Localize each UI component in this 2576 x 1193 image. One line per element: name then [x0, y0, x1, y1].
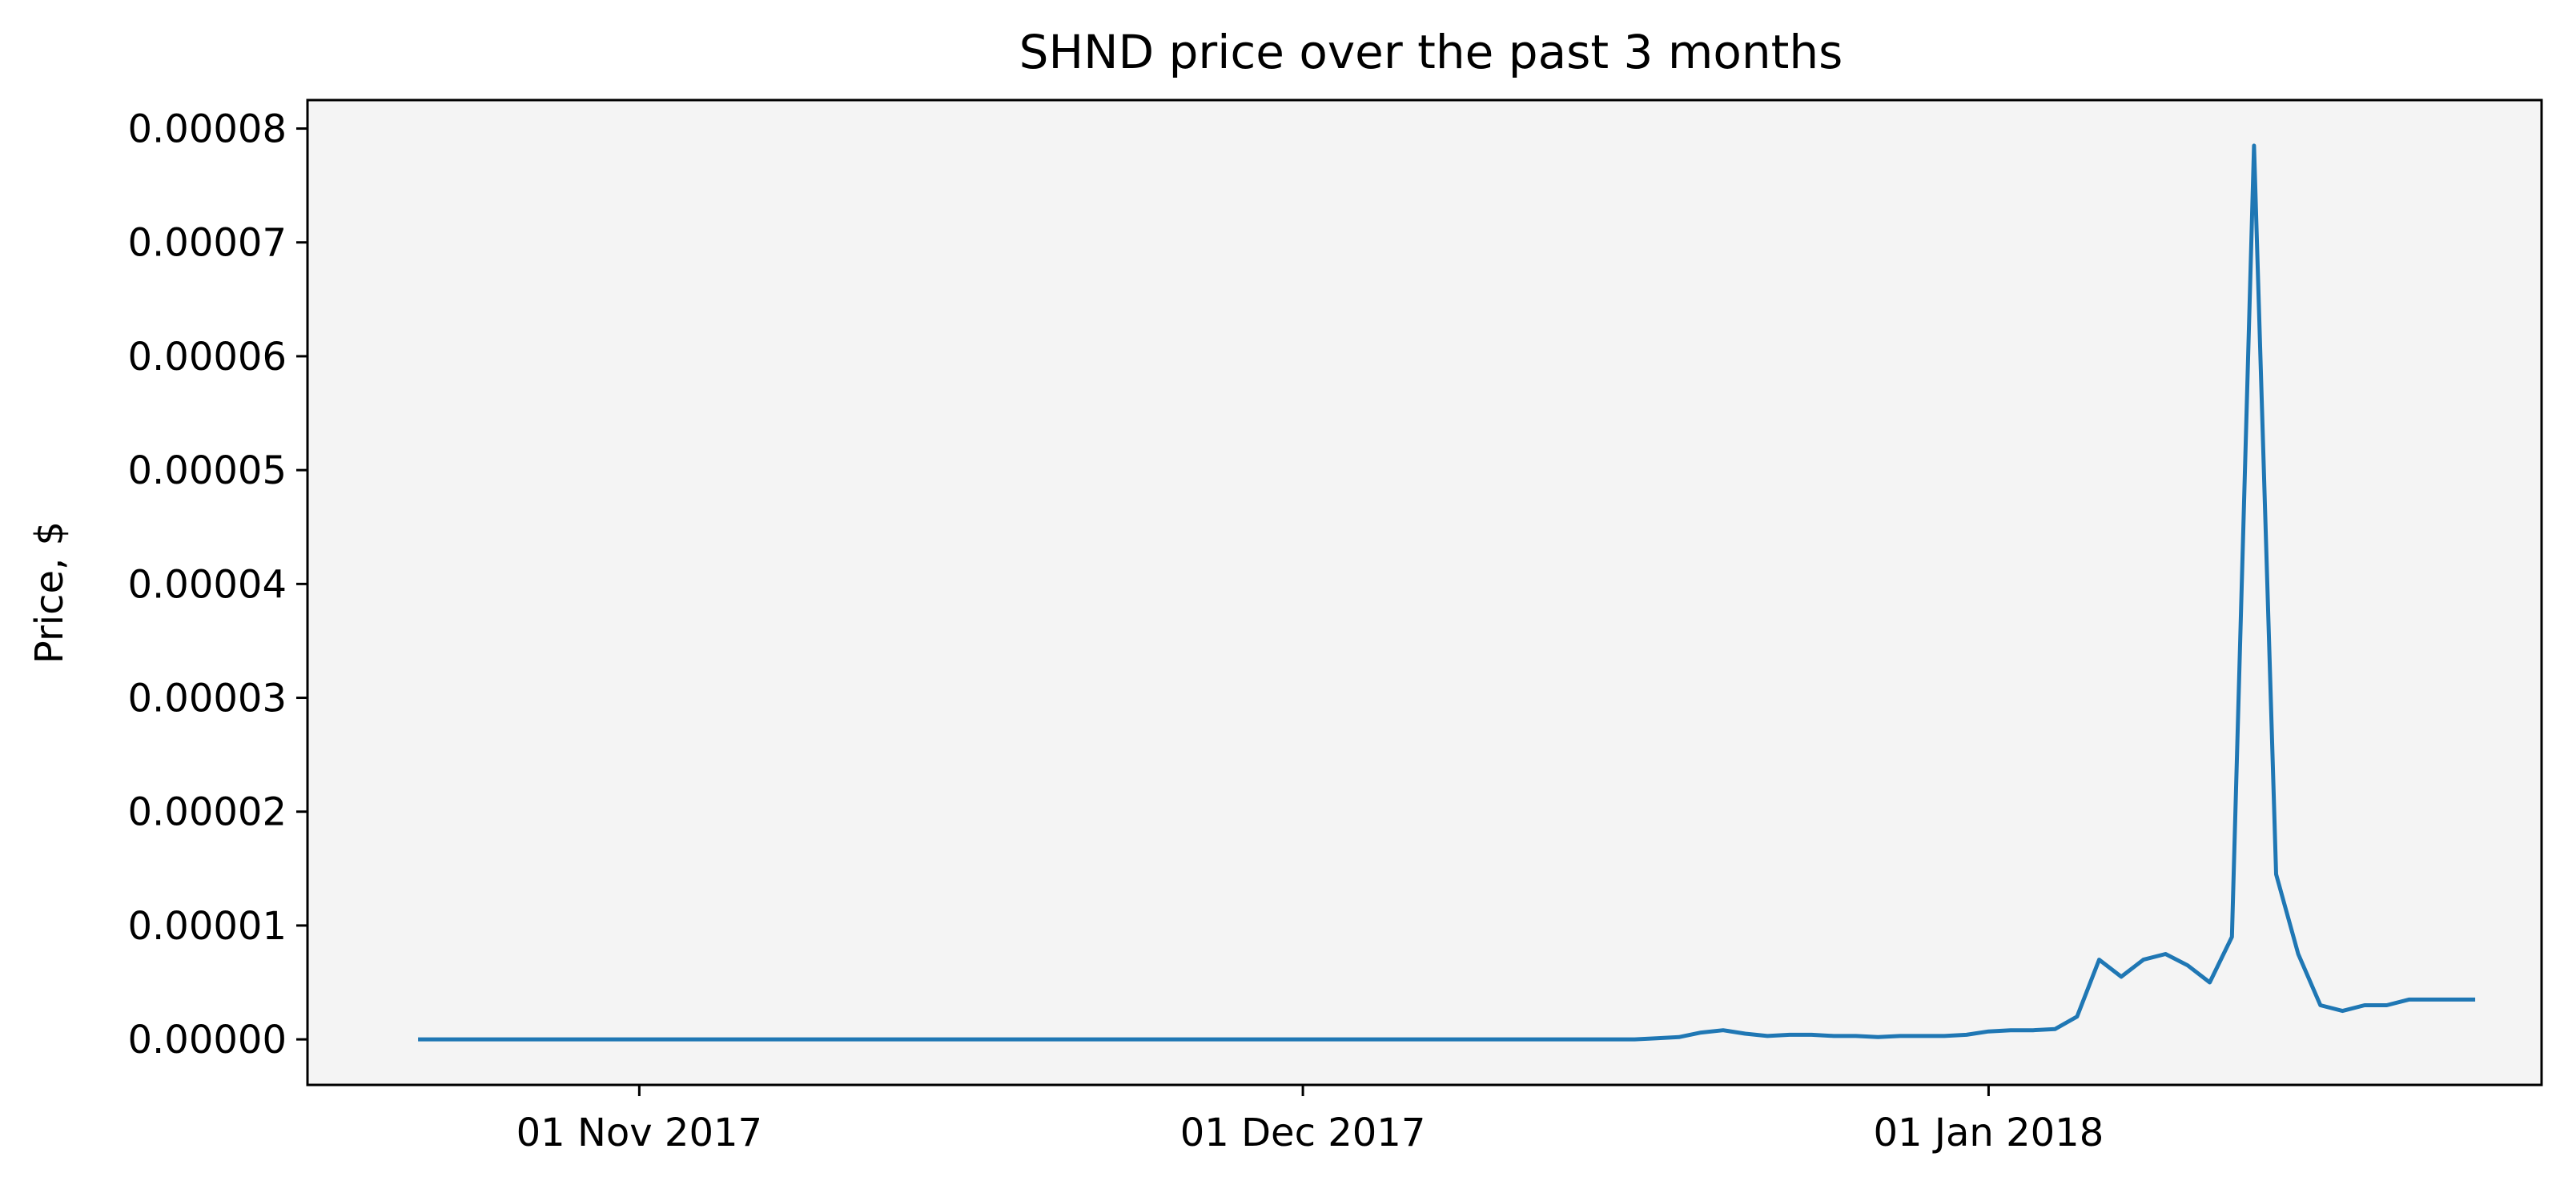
y-tick-label: 0.00006	[128, 335, 287, 380]
x-axis: 01 Nov 2017 01 Dec 2017 01 Jan 2018	[516, 1085, 2104, 1155]
x-tick-label: 01 Jan 2018	[1874, 1111, 2104, 1155]
y-axis-label: Price, $	[27, 521, 72, 664]
y-tick-label: 0.00000	[128, 1018, 287, 1062]
x-tick-label: 01 Dec 2017	[1180, 1111, 1426, 1155]
y-tick-label: 0.00004	[128, 562, 287, 607]
series-line	[418, 143, 2476, 1042]
plot-frame	[306, 98, 2543, 1087]
y-tick-label: 0.00007	[128, 221, 287, 266]
y-tick-label: 0.00002	[128, 790, 287, 835]
y-tick-label: 0.00005	[128, 448, 287, 493]
y-axis: 0.00000 0.00001 0.00002 0.00003 0.00004 0.000…	[128, 107, 307, 1062]
x-tick-label: 01 Nov 2017	[516, 1111, 762, 1155]
y-tick-label: 0.00008	[128, 107, 287, 152]
y-tick-label: 0.00001	[128, 904, 287, 949]
y-tick-label: 0.00003	[128, 677, 287, 721]
chart-title: SHND price over the past 3 months	[1019, 25, 1843, 79]
plot-area	[307, 100, 2542, 1085]
